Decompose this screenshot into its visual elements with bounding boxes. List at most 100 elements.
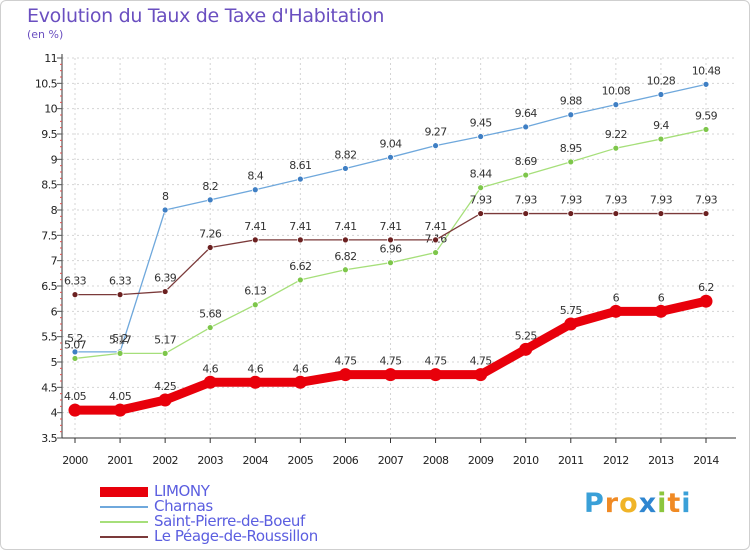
y-tick-label: 4.5: [41, 381, 57, 394]
data-label: 7.41: [244, 220, 266, 233]
data-label: 8.69: [515, 155, 538, 168]
data-point: [519, 342, 533, 356]
data-point: [113, 403, 127, 417]
data-point: [248, 375, 262, 389]
data-label: 9.22: [605, 128, 627, 141]
data-point: [702, 80, 710, 88]
data-label: 9.88: [560, 95, 583, 108]
legend: LIMONY Charnas Saint-Pierre-de-Boeuf Le Péa…: [100, 484, 318, 544]
data-label: 9.59: [695, 109, 718, 122]
data-point: [567, 210, 575, 217]
data-point: [203, 375, 217, 389]
x-tick-label: 2000: [62, 454, 88, 467]
data-point: [699, 294, 713, 308]
proxiti-logo: Proxiti: [584, 488, 692, 519]
data-label: 7.41: [334, 220, 356, 233]
data-label: 7.93: [605, 194, 628, 207]
y-tick-label: 11: [44, 52, 57, 65]
legend-label: Saint-Pierre-de-Boeuf: [154, 512, 305, 530]
data-label: 9.64: [515, 107, 538, 120]
x-tick-label: 2002: [152, 454, 178, 467]
data-point: [522, 210, 530, 217]
y-tick-label: 9: [51, 153, 58, 166]
data-label: 7.93: [695, 194, 718, 207]
y-tick-label: 3.5: [41, 432, 57, 445]
data-point: [387, 259, 394, 267]
data-label: 8.95: [560, 142, 583, 155]
data-label: 8.4: [247, 170, 263, 183]
y-tick-label: 8: [51, 204, 58, 217]
data-point: [116, 291, 124, 299]
data-point: [432, 236, 439, 244]
data-label: 6: [613, 291, 620, 304]
data-label: 4.75: [425, 355, 448, 368]
x-tick-label: 2014: [693, 454, 719, 467]
data-point: [654, 304, 668, 318]
data-label: 4.25: [154, 380, 177, 393]
data-label: 6.33: [109, 275, 132, 288]
x-tick-label: 2003: [197, 454, 223, 467]
data-point: [158, 393, 172, 407]
data-point: [702, 210, 710, 217]
data-label: 4.75: [470, 355, 493, 368]
data-label: 4.05: [64, 390, 87, 403]
series-le-p-age-de-roussillon: 6.33 6.33 6.39 7.26 7.41 7.41 7.41 7.41 7.41 7.93…: [64, 194, 718, 299]
data-point: [71, 348, 79, 356]
data-point: [657, 135, 665, 143]
data-point: [477, 210, 485, 217]
x-tick-label: 2005: [288, 454, 314, 467]
legend-swatch: [100, 535, 148, 538]
data-point: [71, 355, 79, 362]
data-label: 5.68: [199, 308, 222, 321]
series-limony: 4.05 4.05 4.25 4.6 4.6 4.6 4.75 4.75 4.75 4.75 5.2…: [64, 281, 714, 417]
data-point: [206, 324, 214, 331]
data-label: 4.75: [334, 355, 357, 368]
data-label: 9.04: [379, 137, 402, 150]
data-point: [161, 206, 169, 214]
logo-letter: i: [681, 488, 692, 519]
data-label: 6.96: [379, 243, 402, 256]
data-point: [609, 304, 623, 318]
data-point: [567, 158, 575, 166]
data-label: 4.05: [109, 390, 132, 403]
data-label: 6.62: [289, 260, 311, 273]
data-label: 5.2: [67, 332, 83, 345]
data-label: 5.17: [109, 333, 132, 346]
legend-label: LIMONY: [154, 482, 210, 500]
x-tick-label: 2009: [468, 454, 494, 467]
data-point: [522, 123, 530, 131]
data-point: [432, 142, 439, 150]
data-label: 9.27: [425, 126, 448, 139]
data-point: [296, 276, 304, 284]
data-label: 9.45: [470, 117, 493, 130]
data-point: [474, 368, 488, 382]
data-point: [206, 244, 214, 251]
data-point: [657, 91, 665, 98]
y-tick-label: 6.5: [41, 280, 57, 293]
data-label: 5.17: [154, 333, 177, 346]
data-label: 10.08: [602, 85, 631, 98]
data-point: [71, 291, 79, 299]
legend-item: Saint-Pierre-de-Boeuf: [100, 514, 318, 529]
x-tick-label: 2012: [603, 454, 629, 467]
data-point: [342, 266, 349, 274]
data-label: 10.48: [692, 64, 721, 77]
logo-letter: i: [657, 488, 668, 519]
y-tick-label: 7.5: [41, 229, 57, 242]
data-point: [161, 349, 169, 357]
data-label: 4.6: [202, 362, 218, 375]
data-label: 8.61: [289, 159, 311, 172]
series-saint-pierre-de-boeuf: 5.075.175.175.686.136.626.826.967.168.44…: [64, 109, 718, 362]
data-label: 7.41: [289, 220, 311, 233]
data-point: [384, 368, 397, 382]
data-label: 7.26: [199, 227, 222, 240]
data-point: [432, 249, 439, 256]
legend-item: Le Péage-de-Roussillon: [100, 529, 318, 544]
data-point: [296, 236, 304, 244]
data-label: 10.28: [647, 74, 676, 87]
data-point: [477, 133, 485, 140]
data-point: [387, 236, 394, 244]
data-label: 6.13: [244, 285, 267, 298]
legend-label: Charnas: [154, 497, 213, 515]
